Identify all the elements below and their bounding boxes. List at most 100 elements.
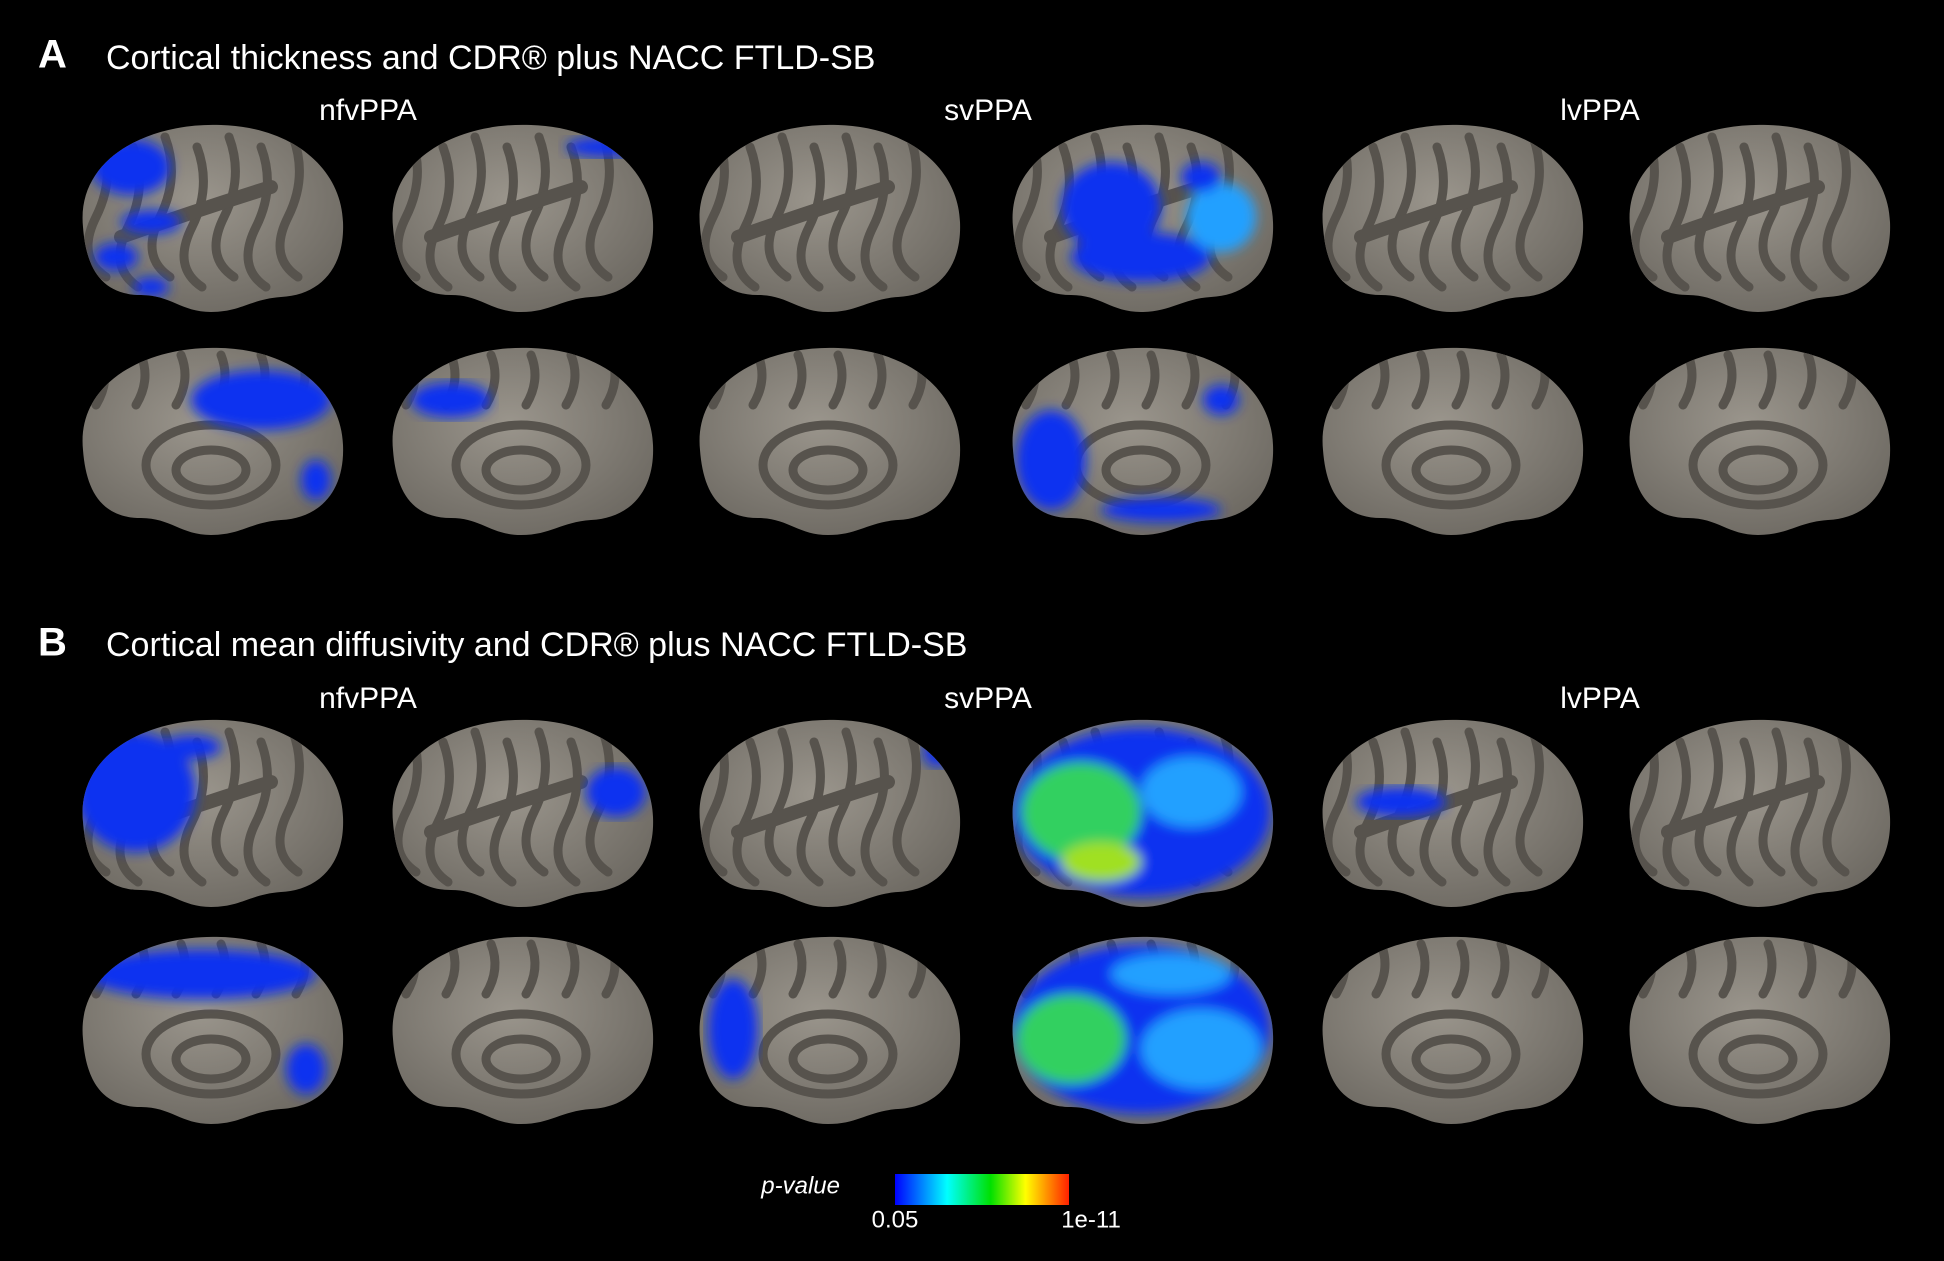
panel-title: Cortical mean diffusivity and CDR® plus …: [106, 626, 967, 664]
brain: [82, 124, 344, 313]
activation-blob: [1356, 787, 1446, 817]
brain: [82, 719, 344, 907]
sulcus: [1101, 350, 1120, 410]
sulcus: [481, 1034, 561, 1084]
sulcus: [1662, 142, 1691, 292]
sulcus: [1181, 350, 1200, 410]
sulcus: [732, 142, 761, 292]
sulci: [1331, 350, 1550, 510]
sulcus: [1515, 132, 1544, 282]
sulci: [401, 350, 620, 510]
sulcus: [1688, 1009, 1828, 1099]
sulcus: [1726, 737, 1755, 887]
activation-blob: [91, 139, 171, 195]
activation-blur: [923, 737, 953, 767]
group-label: lvPPA: [1560, 94, 1639, 127]
sulcus: [1822, 727, 1851, 877]
brain: [1629, 719, 1891, 907]
sulcus: [179, 737, 208, 887]
activation-blob: [566, 137, 646, 157]
brain-surface: [1322, 936, 1584, 1124]
activation: [1012, 727, 1271, 897]
activation-blob: [411, 382, 491, 418]
panel-b: B Cortical mean diffusivity and CDR® plu…: [38, 621, 1640, 715]
sulcus: [796, 142, 825, 292]
sulcus: [1355, 142, 1384, 292]
group-label: nfvPPA: [319, 682, 417, 715]
brain-surface: [392, 124, 654, 313]
sulcus: [828, 350, 847, 410]
sulcus: [1021, 350, 1040, 410]
activation-blur: [1356, 787, 1446, 817]
activation-blur: [1061, 162, 1256, 282]
sulcus: [481, 445, 561, 495]
sulcus: [828, 132, 857, 282]
sulcus: [1419, 737, 1448, 887]
sulcus: [1141, 350, 1160, 410]
activation-blob: [586, 767, 646, 817]
brain: [699, 124, 961, 313]
sulcus: [1451, 350, 1470, 410]
brain-surface: [1629, 347, 1891, 535]
sulcus: [1726, 142, 1755, 292]
activation-blur: [1016, 385, 1239, 522]
activation-blob: [1111, 954, 1231, 994]
sulcus: [788, 939, 807, 999]
sulcus: [451, 1009, 591, 1099]
brain: [1629, 936, 1891, 1124]
sulcus: [171, 350, 190, 410]
sulcus: [708, 350, 727, 410]
sulcus: [489, 737, 518, 887]
sulcus: [275, 727, 304, 877]
sulcus: [1718, 445, 1798, 495]
sulcus: [828, 727, 857, 877]
sulcus: [1451, 939, 1470, 999]
activation-blob: [1021, 762, 1141, 862]
brain-surface: [1629, 124, 1891, 313]
sulcus: [489, 142, 518, 292]
sulcus: [1661, 180, 1825, 244]
sulcus: [892, 132, 921, 282]
sulcus: [1381, 420, 1521, 510]
activation-blob: [1203, 385, 1239, 415]
activation-blob: [708, 979, 758, 1079]
sulcus: [553, 737, 582, 887]
sulcus: [1101, 445, 1181, 495]
sulcus: [451, 420, 591, 510]
brain: [1322, 719, 1584, 907]
activation: [566, 137, 646, 157]
brain-grid: [82, 124, 1891, 1124]
activation: [1012, 944, 1271, 1114]
activation-blob: [133, 277, 169, 297]
activation-blur: [1012, 727, 1271, 897]
sulcus: [521, 727, 550, 877]
sulcus: [141, 1009, 281, 1099]
colorbar-label: p-value: [760, 1172, 840, 1199]
activation-blob: [1016, 410, 1086, 510]
brain: [699, 936, 961, 1124]
colorbar: p-value 0.05 1e-11: [760, 1172, 1121, 1233]
activation: [708, 979, 758, 1079]
brain-surface: [1629, 936, 1891, 1124]
activation-blob: [1101, 498, 1221, 522]
sulcus: [1661, 775, 1825, 839]
sulcus: [243, 142, 272, 292]
sulcus: [1638, 939, 1657, 999]
sulcus: [1758, 350, 1777, 410]
activation-blob: [1071, 232, 1211, 282]
sulci: [1638, 939, 1857, 1099]
sulcus: [1331, 350, 1350, 410]
sulcus: [1718, 939, 1737, 999]
activation: [1016, 385, 1239, 522]
sulcus: [1483, 737, 1512, 887]
group-label: lvPPA: [1560, 682, 1639, 715]
sulcus: [401, 939, 420, 999]
sulcus: [860, 142, 889, 292]
sulcus: [1411, 445, 1491, 495]
sulcus: [1419, 142, 1448, 292]
brain: [699, 347, 961, 535]
sulcus: [1045, 142, 1074, 292]
sulcus: [1758, 132, 1787, 282]
sulcus: [561, 350, 580, 410]
